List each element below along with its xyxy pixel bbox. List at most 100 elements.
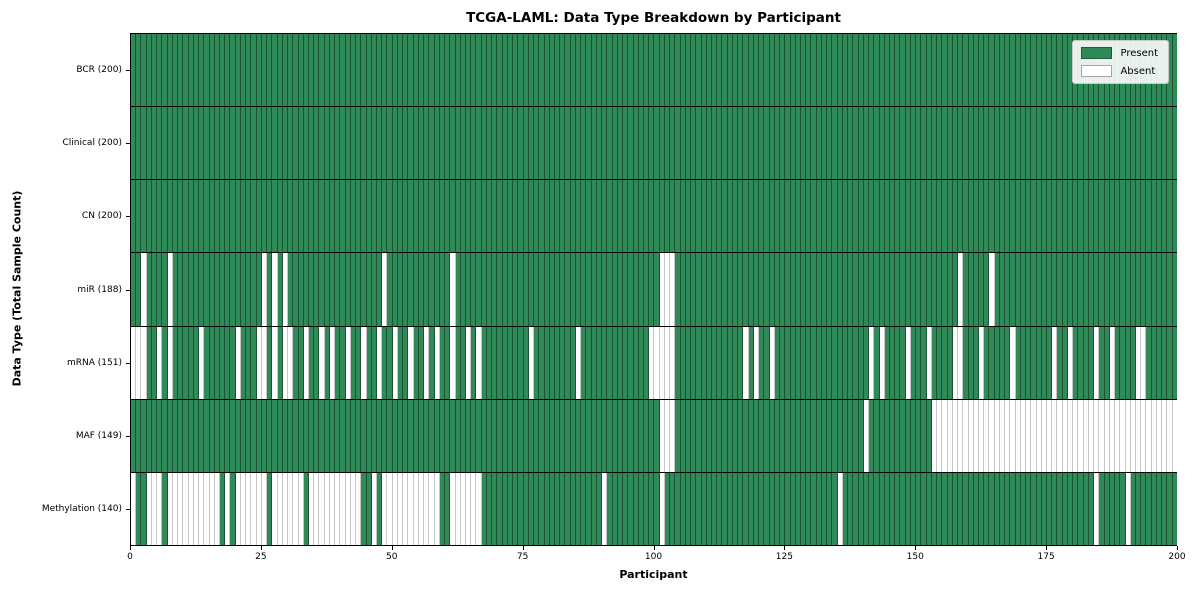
heatmap-cell bbox=[439, 180, 446, 253]
heatmap-cell bbox=[633, 253, 639, 326]
heatmap-cell bbox=[1120, 399, 1126, 472]
heatmap-cell bbox=[586, 107, 592, 180]
heatmap-cell bbox=[712, 253, 718, 326]
heatmap-cell bbox=[1167, 107, 1173, 180]
heatmap-cell bbox=[219, 180, 226, 253]
heatmap-cell bbox=[596, 107, 603, 180]
heatmap-cell bbox=[1172, 253, 1177, 326]
heatmap-cell bbox=[816, 34, 822, 107]
absent-swatch-icon bbox=[1081, 65, 1113, 77]
heatmap-cell bbox=[617, 472, 624, 545]
heatmap-cell bbox=[1020, 472, 1027, 545]
heatmap-cell bbox=[1062, 326, 1068, 399]
heatmap-cell bbox=[277, 472, 283, 545]
heatmap-cell bbox=[659, 472, 665, 545]
heatmap-cell bbox=[293, 326, 299, 399]
heatmap-cell bbox=[926, 107, 932, 180]
heatmap-cell bbox=[659, 107, 665, 180]
heatmap-cell bbox=[340, 326, 346, 399]
heatmap-cell bbox=[267, 107, 273, 180]
heatmap-cell bbox=[743, 399, 749, 472]
heatmap-cell bbox=[225, 253, 231, 326]
heatmap-cell bbox=[889, 253, 896, 326]
heatmap-cell bbox=[643, 180, 650, 253]
heatmap-cell bbox=[366, 180, 372, 253]
heatmap-cell bbox=[471, 253, 477, 326]
heatmap-cell bbox=[748, 472, 754, 545]
heatmap-cell bbox=[565, 180, 571, 253]
heatmap-cell bbox=[439, 472, 446, 545]
heatmap-cell bbox=[277, 180, 283, 253]
heatmap-cell bbox=[549, 253, 555, 326]
heatmap-cell bbox=[994, 34, 1000, 107]
heatmap-cell bbox=[1010, 472, 1016, 545]
heatmap-cell bbox=[151, 253, 158, 326]
heatmap-cell bbox=[361, 253, 367, 326]
heatmap-cell bbox=[377, 107, 383, 180]
heatmap-cell bbox=[633, 399, 639, 472]
heatmap-cell bbox=[612, 472, 618, 545]
heatmap-cell bbox=[455, 399, 461, 472]
heatmap-cell bbox=[167, 34, 173, 107]
heatmap-cell bbox=[377, 472, 383, 545]
heatmap-cell bbox=[382, 399, 388, 472]
heatmap-cell bbox=[664, 399, 671, 472]
heatmap-cell bbox=[308, 34, 315, 107]
heatmap-cell bbox=[617, 253, 624, 326]
heatmap-cell bbox=[1062, 253, 1068, 326]
heatmap-cell bbox=[575, 472, 582, 545]
heatmap-cell bbox=[560, 34, 566, 107]
heatmap-cell bbox=[764, 180, 770, 253]
heatmap-cell bbox=[1167, 326, 1173, 399]
heatmap-cell bbox=[340, 107, 346, 180]
heatmap-cell bbox=[298, 253, 304, 326]
heatmap-cell bbox=[267, 472, 273, 545]
heatmap-cell bbox=[1073, 180, 1079, 253]
heatmap-cell bbox=[1057, 399, 1063, 472]
heatmap-cell bbox=[738, 253, 744, 326]
heatmap-cell bbox=[471, 107, 477, 180]
heatmap-cell bbox=[727, 472, 733, 545]
heatmap-cell bbox=[1162, 180, 1168, 253]
heatmap-cell bbox=[188, 399, 194, 472]
heatmap-cell bbox=[157, 107, 163, 180]
heatmap-cell bbox=[1005, 399, 1011, 472]
heatmap-cell bbox=[1115, 253, 1121, 326]
heatmap-cell bbox=[659, 253, 665, 326]
heatmap-cell bbox=[638, 326, 644, 399]
heatmap-cell bbox=[738, 34, 744, 107]
heatmap-cell bbox=[293, 107, 299, 180]
heatmap-cell bbox=[345, 34, 351, 107]
heatmap-cell bbox=[743, 326, 749, 399]
heatmap-cell bbox=[628, 180, 634, 253]
heatmap-cell bbox=[361, 326, 367, 399]
heatmap-cell bbox=[560, 253, 566, 326]
heatmap-cell bbox=[680, 107, 686, 180]
heatmap-cell bbox=[1094, 326, 1100, 399]
heatmap-cell bbox=[429, 253, 435, 326]
heatmap-cell bbox=[874, 107, 880, 180]
heatmap-cell bbox=[889, 107, 896, 180]
heatmap-cell bbox=[795, 399, 801, 472]
heatmap-cell bbox=[858, 472, 864, 545]
heatmap-cell bbox=[963, 34, 969, 107]
heatmap-cell bbox=[554, 472, 561, 545]
heatmap-cell bbox=[978, 399, 985, 472]
heatmap-cell bbox=[434, 326, 440, 399]
heatmap-cell bbox=[596, 326, 603, 399]
heatmap-cell bbox=[999, 326, 1006, 399]
heatmap-cell bbox=[764, 326, 770, 399]
heatmap-cell bbox=[141, 472, 147, 545]
heatmap-cell bbox=[691, 180, 697, 253]
heatmap-cell bbox=[481, 472, 487, 545]
heatmap-cell bbox=[842, 326, 849, 399]
heatmap-cell bbox=[476, 472, 482, 545]
heatmap-cell bbox=[544, 34, 550, 107]
heatmap-cell bbox=[958, 253, 964, 326]
heatmap-cell bbox=[591, 180, 597, 253]
heatmap-cell bbox=[560, 326, 566, 399]
heatmap-cell bbox=[858, 399, 864, 472]
heatmap-cell bbox=[544, 180, 550, 253]
heatmap-cell bbox=[1078, 472, 1084, 545]
heatmap-cell bbox=[481, 326, 487, 399]
